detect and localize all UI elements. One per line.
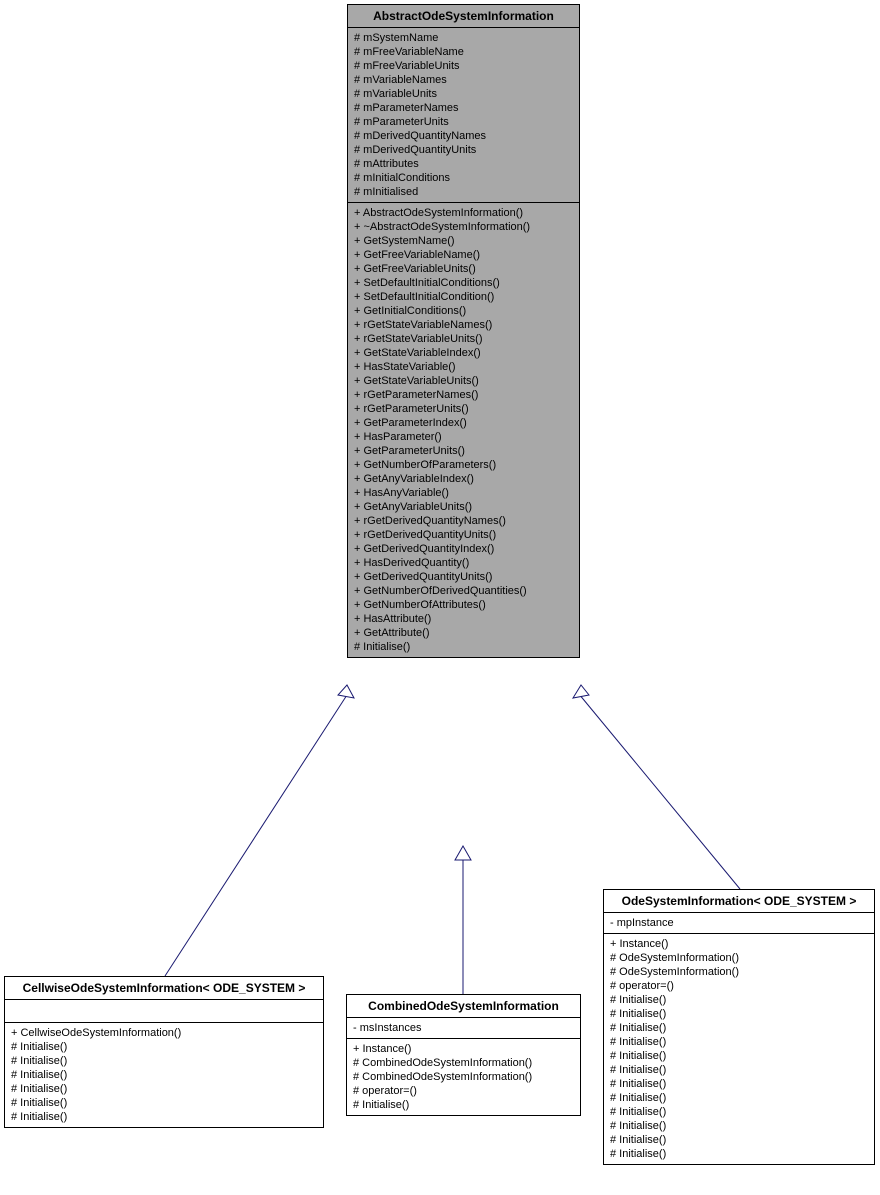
uml-member: # Initialise() bbox=[610, 1063, 868, 1077]
uml-member: + GetSystemName() bbox=[354, 234, 573, 248]
uml-member: + HasParameter() bbox=[354, 430, 573, 444]
uml-member: # Initialise() bbox=[11, 1054, 317, 1068]
uml-member: # CombinedOdeSystemInformation() bbox=[353, 1070, 574, 1084]
uml-member: # Initialise() bbox=[354, 640, 573, 654]
uml-member: # Initialise() bbox=[11, 1068, 317, 1082]
attributes-section: - msInstances bbox=[347, 1018, 580, 1038]
uml-member: # Initialise() bbox=[11, 1110, 317, 1124]
uml-member: + GetStateVariableIndex() bbox=[354, 346, 573, 360]
uml-member: # OdeSystemInformation() bbox=[610, 965, 868, 979]
uml-member: # Initialise() bbox=[610, 1119, 868, 1133]
uml-member: # Initialise() bbox=[610, 1049, 868, 1063]
uml-member: # Initialise() bbox=[610, 1105, 868, 1119]
uml-member: # mInitialised bbox=[354, 185, 573, 199]
uml-member: + rGetParameterUnits() bbox=[354, 402, 573, 416]
uml-member: # mParameterUnits bbox=[354, 115, 573, 129]
uml-member: + GetNumberOfDerivedQuantities() bbox=[354, 584, 573, 598]
uml-member: + AbstractOdeSystemInformation() bbox=[354, 206, 573, 220]
uml-member: # Initialise() bbox=[610, 1007, 868, 1021]
uml-member: + GetAnyVariableIndex() bbox=[354, 472, 573, 486]
uml-member: + GetFreeVariableUnits() bbox=[354, 262, 573, 276]
uml-member: # mAttributes bbox=[354, 157, 573, 171]
uml-member: # Initialise() bbox=[11, 1096, 317, 1110]
uml-member: # Initialise() bbox=[353, 1098, 574, 1112]
uml-member: + ~AbstractOdeSystemInformation() bbox=[354, 220, 573, 234]
class-title: CellwiseOdeSystemInformation< ODE_SYSTEM… bbox=[5, 977, 323, 1000]
uml-member: # operator=() bbox=[610, 979, 868, 993]
methods-section: + Instance()# CombinedOdeSystemInformati… bbox=[347, 1038, 580, 1115]
uml-member: # Initialise() bbox=[11, 1040, 317, 1054]
class-ode-system-information[interactable]: OdeSystemInformation< ODE_SYSTEM > - mpI… bbox=[603, 889, 875, 1165]
class-title: OdeSystemInformation< ODE_SYSTEM > bbox=[604, 890, 874, 913]
uml-member: - msInstances bbox=[353, 1021, 574, 1035]
class-title: AbstractOdeSystemInformation bbox=[348, 5, 579, 28]
uml-member: + rGetDerivedQuantityNames() bbox=[354, 514, 573, 528]
uml-member: # Initialise() bbox=[610, 1035, 868, 1049]
class-abstract-ode-system-information[interactable]: AbstractOdeSystemInformation # mSystemNa… bbox=[347, 4, 580, 658]
uml-member: # mVariableUnits bbox=[354, 87, 573, 101]
uml-member: + CellwiseOdeSystemInformation() bbox=[11, 1026, 317, 1040]
uml-member: + rGetStateVariableUnits() bbox=[354, 332, 573, 346]
uml-member: + GetParameterUnits() bbox=[354, 444, 573, 458]
methods-section: + AbstractOdeSystemInformation()+ ~Abstr… bbox=[348, 202, 579, 657]
uml-member: # mFreeVariableUnits bbox=[354, 59, 573, 73]
uml-member: - mpInstance bbox=[610, 916, 868, 930]
uml-member: + SetDefaultInitialCondition() bbox=[354, 290, 573, 304]
uml-member: # OdeSystemInformation() bbox=[610, 951, 868, 965]
uml-member: # mSystemName bbox=[354, 31, 573, 45]
uml-member: # Initialise() bbox=[610, 1021, 868, 1035]
uml-member: + HasStateVariable() bbox=[354, 360, 573, 374]
uml-member: + Instance() bbox=[353, 1042, 574, 1056]
uml-member: # mParameterNames bbox=[354, 101, 573, 115]
uml-member: + Instance() bbox=[610, 937, 868, 951]
uml-member: # CombinedOdeSystemInformation() bbox=[353, 1056, 574, 1070]
uml-member: + HasDerivedQuantity() bbox=[354, 556, 573, 570]
uml-member: + rGetDerivedQuantityUnits() bbox=[354, 528, 573, 542]
uml-member: + GetDerivedQuantityUnits() bbox=[354, 570, 573, 584]
uml-member: + GetStateVariableUnits() bbox=[354, 374, 573, 388]
uml-member: + rGetParameterNames() bbox=[354, 388, 573, 402]
uml-member: # Initialise() bbox=[610, 1147, 868, 1161]
class-combined-ode-system-information[interactable]: CombinedOdeSystemInformation - msInstanc… bbox=[346, 994, 581, 1116]
uml-member: # mDerivedQuantityNames bbox=[354, 129, 573, 143]
class-cellwise-ode-system-information[interactable]: CellwiseOdeSystemInformation< ODE_SYSTEM… bbox=[4, 976, 324, 1128]
uml-member: # operator=() bbox=[353, 1084, 574, 1098]
uml-member: # Initialise() bbox=[610, 1077, 868, 1091]
attributes-section: # mSystemName# mFreeVariableName# mFreeV… bbox=[348, 28, 579, 202]
uml-member: # Initialise() bbox=[610, 1091, 868, 1105]
attributes-section: - mpInstance bbox=[604, 913, 874, 933]
uml-member: + GetParameterIndex() bbox=[354, 416, 573, 430]
uml-member: + GetAnyVariableUnits() bbox=[354, 500, 573, 514]
class-title: CombinedOdeSystemInformation bbox=[347, 995, 580, 1018]
uml-member: + GetInitialConditions() bbox=[354, 304, 573, 318]
uml-member: + HasAnyVariable() bbox=[354, 486, 573, 500]
uml-member: + GetDerivedQuantityIndex() bbox=[354, 542, 573, 556]
uml-member: # Initialise() bbox=[11, 1082, 317, 1096]
uml-member: + SetDefaultInitialConditions() bbox=[354, 276, 573, 290]
uml-member: # Initialise() bbox=[610, 1133, 868, 1147]
uml-member: + GetAttribute() bbox=[354, 626, 573, 640]
uml-member: # mDerivedQuantityUnits bbox=[354, 143, 573, 157]
attributes-section bbox=[5, 1000, 323, 1022]
methods-section: + CellwiseOdeSystemInformation()# Initia… bbox=[5, 1022, 323, 1127]
uml-member: # mVariableNames bbox=[354, 73, 573, 87]
uml-member: + GetNumberOfAttributes() bbox=[354, 598, 573, 612]
methods-section: + Instance()# OdeSystemInformation()# Od… bbox=[604, 933, 874, 1164]
uml-member: # mFreeVariableName bbox=[354, 45, 573, 59]
uml-member: # mInitialConditions bbox=[354, 171, 573, 185]
uml-member: + GetNumberOfParameters() bbox=[354, 458, 573, 472]
uml-member: + HasAttribute() bbox=[354, 612, 573, 626]
uml-member: + rGetStateVariableNames() bbox=[354, 318, 573, 332]
uml-member: + GetFreeVariableName() bbox=[354, 248, 573, 262]
uml-member: # Initialise() bbox=[610, 993, 868, 1007]
